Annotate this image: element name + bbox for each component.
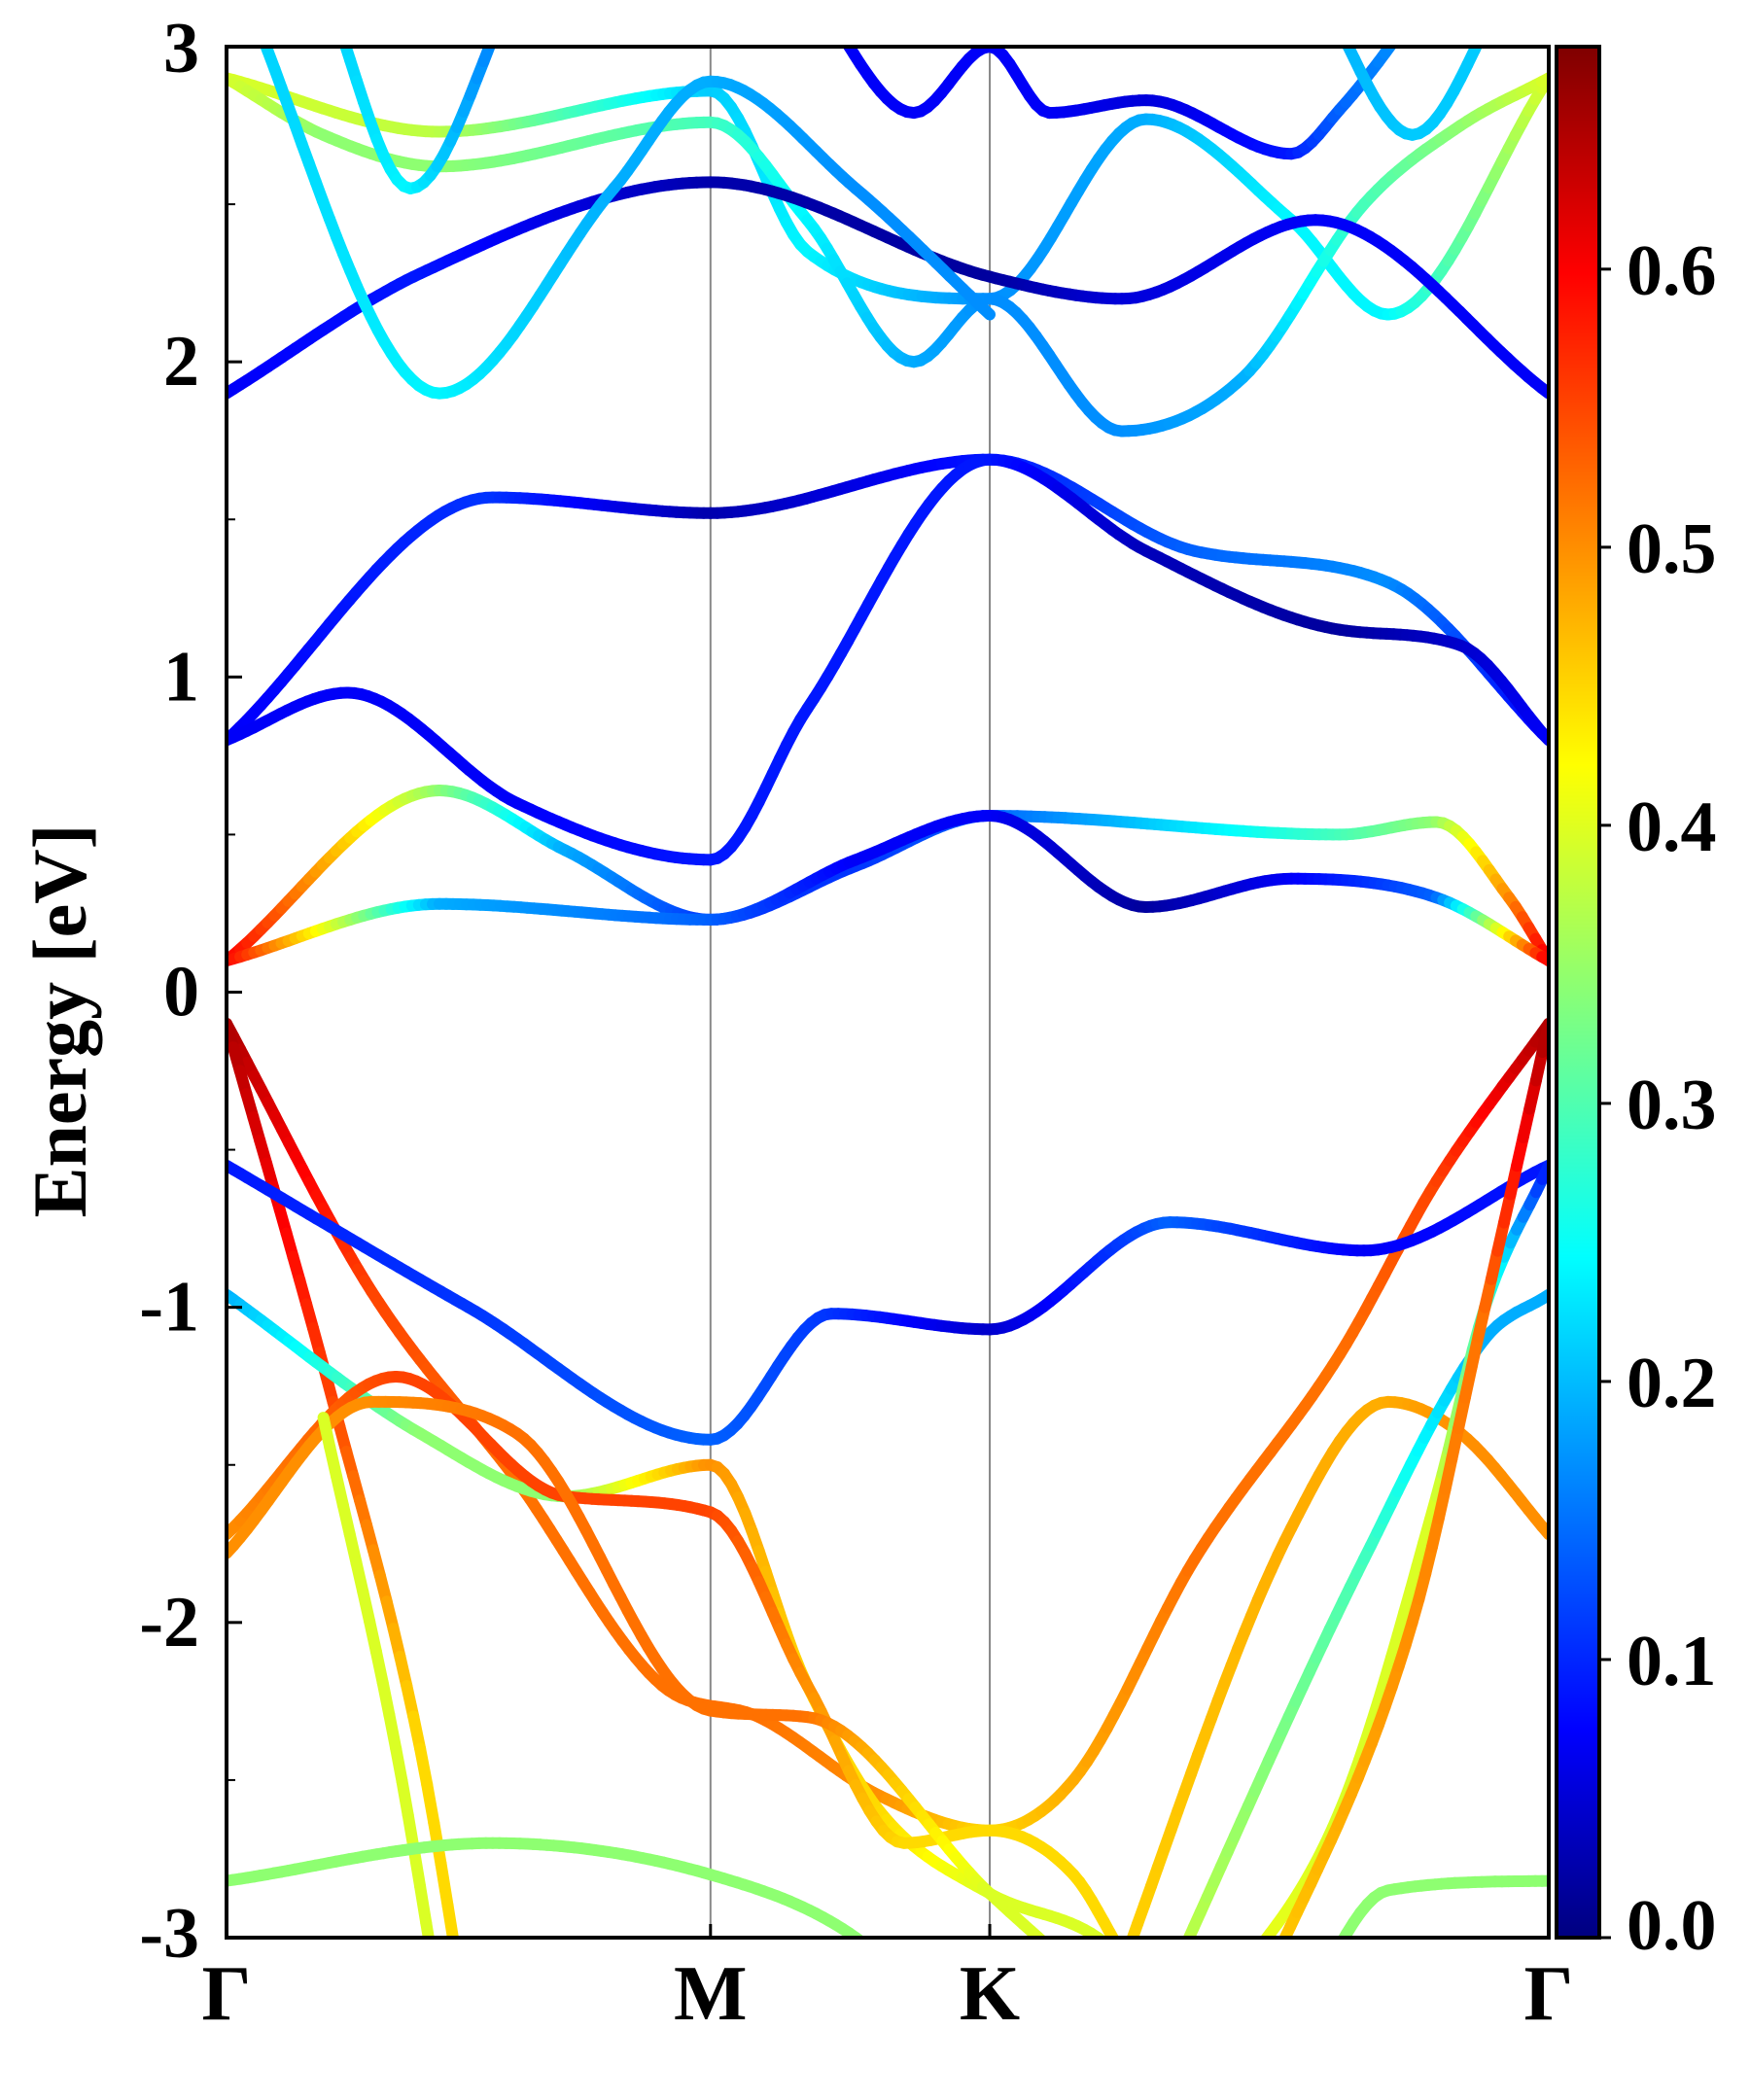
x-tick-label: Γ: [202, 1951, 252, 2037]
y-tick-label: 1: [163, 637, 199, 717]
x-tick-label: K: [960, 1951, 1020, 2037]
band-c2: [227, 453, 1549, 747]
colorbar-tick-label: 0.3: [1627, 1066, 1717, 1145]
colorbar-tick-label: 0.5: [1627, 509, 1717, 589]
band-c4: [227, 176, 1549, 400]
y-tick-label: 3: [163, 9, 199, 88]
colorbar-tick-label: 0.0: [1627, 1886, 1717, 1966]
band-v8: [227, 1837, 866, 1938]
x-tick-label: M: [674, 1951, 748, 2037]
band-v2: [227, 1017, 459, 1938]
colorbar: [1555, 45, 1601, 1940]
k-point-separators: [709, 47, 992, 1938]
y-tick-label: -1: [139, 1268, 199, 1348]
y-axis-ticks: 3 2 1 0 -1 -2 -3: [139, 9, 242, 1974]
band-c6: [227, 72, 1549, 321]
y-tick-label: 2: [163, 322, 199, 402]
band-v3: [227, 1159, 1549, 1446]
band-c3: [260, 47, 996, 400]
y-tick-label: 0: [163, 953, 199, 1032]
plot-frame: [225, 45, 1551, 1940]
band-v12: [1337, 1874, 1549, 1938]
colorbar-ticks: 0.0 0.1 0.2 0.3 0.4 0.5 0.6: [1599, 231, 1717, 1966]
band-c7: [339, 47, 496, 194]
y-tick-label: -2: [139, 1583, 199, 1662]
band-v6: [227, 1395, 1048, 1938]
y-tick-label: -3: [139, 1894, 199, 1974]
band-v7: [317, 1412, 435, 1938]
x-tick-label: Γ: [1524, 1951, 1574, 2037]
band-c9: [1342, 47, 1483, 141]
band-c8: [842, 47, 1397, 160]
colorbar-tick-label: 0.1: [1627, 1622, 1717, 1701]
band-c0b: [227, 810, 1549, 967]
y-axis-label: Energy [eV]: [18, 823, 102, 1217]
colorbar-tick-label: 0.4: [1627, 788, 1717, 867]
colorbar-tick-label: 0.2: [1627, 1344, 1717, 1423]
band-v13: [1278, 1017, 1549, 1938]
colorbar-tick-label: 0.6: [1627, 231, 1717, 311]
band-c1: [227, 453, 1549, 866]
band-lines: [227, 47, 1549, 1938]
